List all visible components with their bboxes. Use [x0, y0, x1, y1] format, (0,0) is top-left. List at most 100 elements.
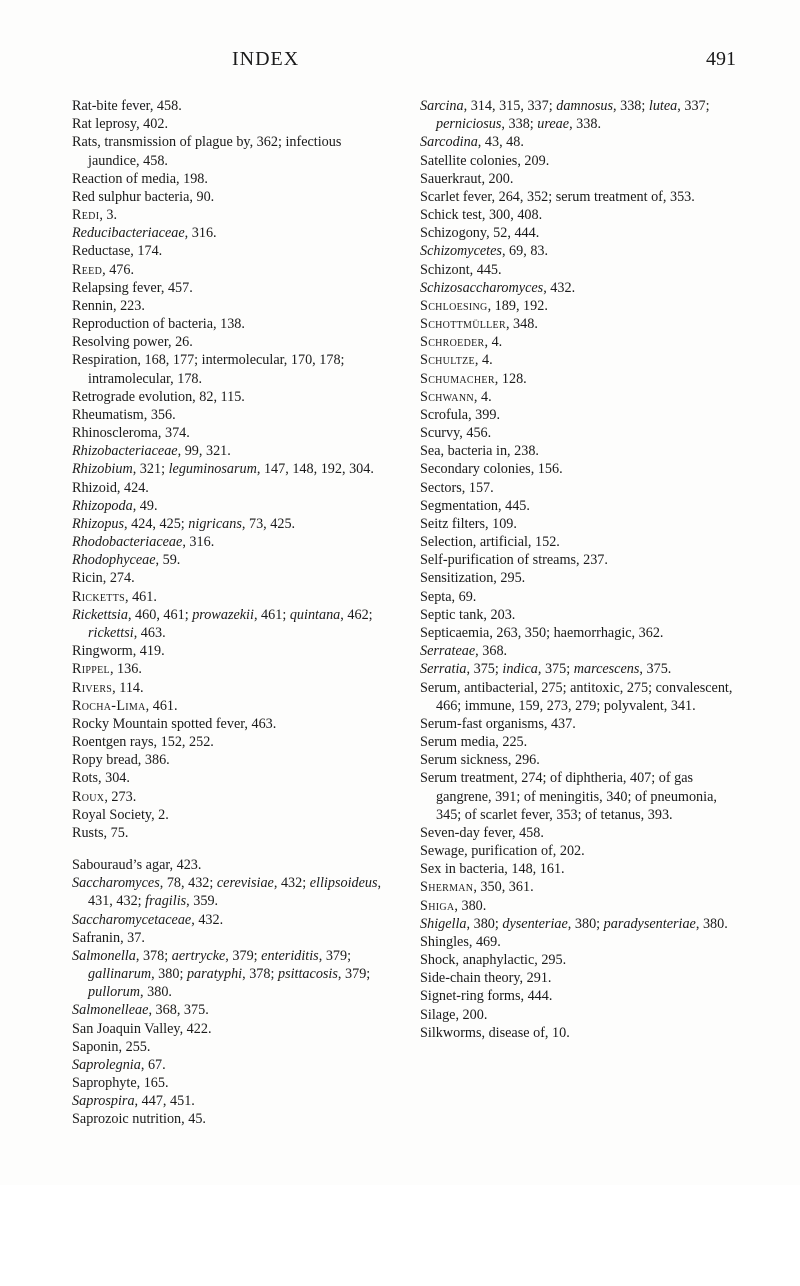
entry-text: Selection, artificial, 152.	[420, 534, 560, 550]
entry-text: damnosus	[556, 98, 613, 114]
entry-text: , 69, 83.	[502, 243, 548, 259]
entry-text: Sea, bacteria in, 238.	[420, 443, 539, 459]
entry-text: Sabouraud’s agar, 423.	[72, 857, 201, 873]
index-entry: Silage, 200.	[420, 1006, 744, 1024]
entry-text: paratyphi	[187, 966, 242, 982]
entry-text: Rat leprosy, 402.	[72, 116, 168, 132]
page-number: 491	[706, 48, 736, 71]
index-page: INDEX 491 Rat-bite fever, 458.Rat lepros…	[0, 0, 800, 1185]
entry-text: Secondary colonies, 156.	[420, 461, 563, 477]
entry-text: paradysenteriae	[604, 916, 696, 932]
entry-text: Signet-ring forms, 444.	[420, 988, 552, 1004]
entry-text: , 461.	[146, 698, 178, 714]
index-entry: Schizosaccharomyces, 432.	[420, 279, 744, 297]
left-column: Rat-bite fever, 458.Rat leprosy, 402.Rat…	[72, 97, 396, 1129]
entry-text: ellipsoideus	[310, 875, 378, 891]
entry-text: Roentgen rays, 152, 252.	[72, 734, 214, 750]
index-columns: Rat-bite fever, 458.Rat leprosy, 402.Rat…	[72, 97, 744, 1129]
entry-text: Schultze	[420, 352, 475, 368]
entry-text: Rat-bite fever, 458.	[72, 98, 182, 114]
entry-text: prowazekii	[192, 607, 254, 623]
entry-text: Retrograde evolution, 82, 115.	[72, 389, 245, 405]
entry-text: leguminosarum	[169, 461, 257, 477]
index-entry: Sea, bacteria in, 238.	[420, 442, 744, 460]
index-entry: Sex in bacteria, 148, 161.	[420, 860, 744, 878]
index-entry: Roux, 273.	[72, 788, 396, 806]
index-entry: Septicaemia, 263, 350; haemorrhagic, 362…	[420, 624, 744, 642]
index-entry: Rivers, 114.	[72, 679, 396, 697]
entry-text: Shingles, 469.	[420, 934, 501, 950]
entry-text: Sarcina	[420, 98, 464, 114]
index-entry: Sherman, 350, 361.	[420, 878, 744, 896]
entry-text: nigricans	[188, 516, 242, 532]
index-entry: Rennin, 223.	[72, 297, 396, 315]
entry-text: , 273.	[104, 789, 136, 805]
entry-text: Septicaemia, 263, 350; haemorrhagic, 362…	[420, 625, 663, 641]
entry-text: , 4.	[474, 389, 492, 405]
entry-text: Schwann	[420, 389, 474, 405]
entry-text: Resolving power, 26.	[72, 334, 193, 350]
index-entry: Self-purification of streams, 237.	[420, 551, 744, 569]
index-entry: Shock, anaphylactic, 295.	[420, 951, 744, 969]
entry-text: Sauerkraut, 200.	[420, 171, 513, 187]
entry-text: , 136.	[110, 661, 142, 677]
entry-text: Rhizopoda	[72, 498, 133, 514]
index-entry: Silkworms, disease of, 10.	[420, 1024, 744, 1042]
index-entry: Schottmüller, 348.	[420, 315, 744, 333]
entry-text: , 316.	[182, 534, 214, 550]
index-entry: Rusts, 75.	[72, 824, 396, 842]
index-entry: Shigella, 380; dysenteriae, 380; paradys…	[420, 915, 744, 933]
index-entry: Seitz filters, 109.	[420, 515, 744, 533]
entry-text: Ropy bread, 386.	[72, 752, 170, 768]
index-entry: Scrofula, 399.	[420, 406, 744, 424]
index-entry: Reaction of media, 198.	[72, 170, 396, 188]
entry-text: , 348.	[506, 316, 538, 332]
index-entry: Reproduction of bacteria, 138.	[72, 315, 396, 333]
entry-text: , 463.	[134, 625, 166, 641]
entry-text: Rusts, 75.	[72, 825, 128, 841]
index-entry: Schumacher, 128.	[420, 370, 744, 388]
index-entry: Rocha-Lima, 461.	[72, 697, 396, 715]
entry-text: lutea	[649, 98, 677, 114]
entry-text: Roux	[72, 789, 104, 805]
entry-text: ureae	[537, 116, 569, 132]
entry-text: Shiga	[420, 898, 454, 914]
index-entry: Septic tank, 203.	[420, 606, 744, 624]
entry-text: , 460, 461;	[128, 607, 192, 623]
entry-text: Serum sickness, 296.	[420, 752, 540, 768]
entry-text: Safranin, 37.	[72, 930, 145, 946]
entry-text: , 67.	[141, 1057, 166, 1073]
index-entry: Sarcina, 314, 315, 337; damnosus, 338; l…	[420, 97, 744, 133]
index-entry: Secondary colonies, 156.	[420, 460, 744, 478]
index-entry: Rhizopoda, 49.	[72, 497, 396, 515]
index-entry: Scurvy, 456.	[420, 424, 744, 442]
entry-text: Silage, 200.	[420, 1007, 487, 1023]
entry-text: Scurvy, 456.	[420, 425, 491, 441]
entry-text: Rhizobacteriaceae	[72, 443, 178, 459]
index-entry: Relapsing fever, 457.	[72, 279, 396, 297]
entry-text: Rhizoid, 424.	[72, 480, 149, 496]
section-gap	[72, 842, 396, 856]
entry-text: , 337;	[677, 98, 709, 114]
entry-text: , 338;	[501, 116, 537, 132]
entry-text: , 350, 361.	[473, 879, 533, 895]
entry-text: Royal Society, 2.	[72, 807, 169, 823]
entry-text: Serum, antibacterial, 275; antitoxic, 27…	[420, 680, 732, 714]
entry-text: Rennin, 223.	[72, 298, 145, 314]
entry-text: Schizont, 445.	[420, 262, 502, 278]
entry-text: , 380;	[467, 916, 503, 932]
entry-text: perniciosus	[436, 116, 501, 132]
entry-text: Schottmüller	[420, 316, 506, 332]
entry-text: Rheumatism, 356.	[72, 407, 176, 423]
entry-text: Serum treatment, 274; of diphtheria, 407…	[420, 770, 717, 822]
entry-text: Schizogony, 52, 444.	[420, 225, 539, 241]
index-entry: Reducibacteriaceae, 316.	[72, 224, 396, 242]
index-entry: Serum sickness, 296.	[420, 751, 744, 769]
entry-text: , 424, 425;	[124, 516, 188, 532]
entry-text: , 375;	[467, 661, 503, 677]
index-entry: Rhizobacteriaceae, 99, 321.	[72, 442, 396, 460]
entry-text: , 3.	[99, 207, 117, 223]
entry-text: , 338.	[569, 116, 601, 132]
entry-text: Relapsing fever, 457.	[72, 280, 193, 296]
entry-text: Rhizobium	[72, 461, 133, 477]
